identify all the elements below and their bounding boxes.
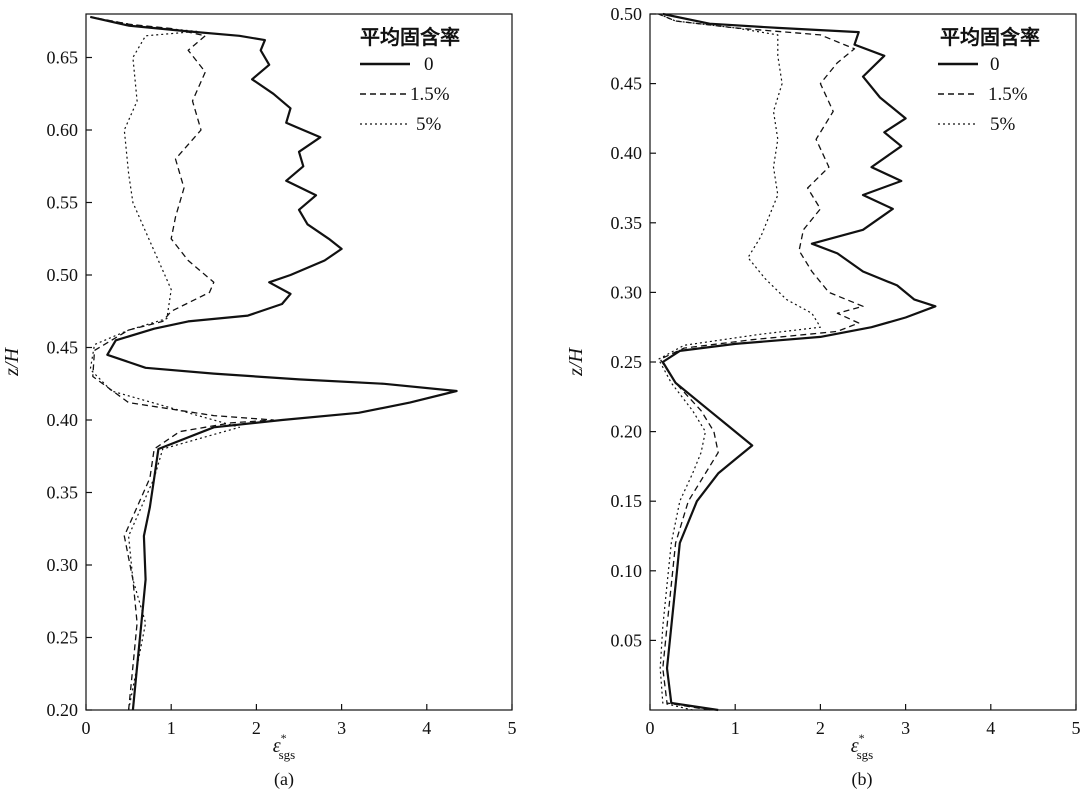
series-line-b-0 — [661, 12, 937, 712]
y-tick-label-b-4: 0.25 — [611, 352, 643, 372]
x-tick-label-a-4: 4 — [422, 718, 431, 738]
x-axis-title-a-main: ε — [273, 735, 281, 757]
series-line-b-2 — [657, 13, 821, 711]
x-tick-label-a-5: 5 — [508, 718, 517, 738]
ticks-a: 0 1 2 3 4 5 0.20 0.25 0.30 0.35 0.40 0.45 0.50 0.55 0.… — [47, 48, 517, 739]
x-tick-label-b-4: 4 — [986, 718, 995, 738]
panel-label-a: (a) — [274, 769, 294, 790]
x-axis-title-a-sub: sgs — [279, 747, 296, 762]
x-tick-label-b-1: 1 — [731, 718, 740, 738]
x-tick-label-a-2: 2 — [252, 718, 261, 738]
y-tick-label-b-7: 0.40 — [611, 143, 643, 163]
y-tick-label-b-9: 0.50 — [611, 4, 643, 24]
legend-label-b-0: 0 — [990, 54, 1000, 75]
x-axis-title-b-main: ε — [851, 735, 859, 757]
series-line-a-1 — [90, 16, 275, 711]
series-line-a-2 — [89, 16, 240, 711]
ticks-b: 0 1 2 3 4 5 0.05 0.10 0.15 0.20 0.25 0.30 0.35 0.40 0.… — [611, 4, 1080, 738]
y-tick-label-b-3: 0.20 — [611, 422, 643, 442]
legend-label-a-1: 1.5% — [410, 84, 450, 105]
legend-label-b-1: 1.5% — [988, 84, 1028, 105]
x-axis-title-b-sub: sgs — [857, 747, 874, 762]
legend-title-b: 平均固含率 — [940, 25, 1040, 49]
x-tick-label-a-3: 3 — [337, 718, 346, 738]
y-tick-label-b-0: 0.05 — [611, 630, 643, 650]
x-axis-title-b-sup: * — [859, 731, 865, 745]
x-axis-title-a: ε* sgs — [273, 731, 296, 762]
legend-label-a-2: 5% — [416, 114, 442, 135]
y-tick-label-a-1: 0.25 — [47, 628, 79, 648]
y-tick-label-a-9: 0.65 — [47, 48, 79, 68]
x-tick-label-a-0: 0 — [82, 718, 91, 738]
y-tick-label-a-6: 0.50 — [47, 265, 79, 285]
panel-a: 0 1 2 3 4 5 0.20 0.25 0.30 0.35 0.40 0.45 0.50 0.55 0.… — [1, 13, 517, 790]
panel-b: 0 1 2 3 4 5 0.05 0.10 0.15 0.20 0.25 0.30 0.35 0.40 0.… — [565, 4, 1080, 790]
legend-a: 平均固含率 0 1.5% 5% — [360, 25, 460, 135]
y-tick-label-a-0: 0.20 — [47, 700, 79, 720]
y-tick-label-a-8: 0.60 — [47, 120, 79, 140]
panel-label-b: (b) — [852, 769, 873, 790]
y-axis-title-a: z/H — [1, 347, 23, 377]
y-axis-title-b: z/H — [565, 347, 587, 377]
y-tick-label-a-2: 0.30 — [47, 555, 79, 575]
series-line-b-1 — [658, 13, 864, 711]
x-tick-label-b-5: 5 — [1072, 718, 1080, 738]
series-group-b — [657, 12, 937, 712]
plot-frame-a — [85, 13, 513, 711]
x-tick-label-a-1: 1 — [167, 718, 176, 738]
legend-label-b-2: 5% — [990, 114, 1016, 135]
legend-b: 平均固含率 0 1.5% 5% — [938, 25, 1040, 135]
y-tick-label-b-1: 0.10 — [611, 561, 643, 581]
x-tick-label-b-3: 3 — [901, 718, 910, 738]
legend-label-a-0: 0 — [424, 54, 434, 75]
y-tick-label-a-3: 0.35 — [47, 483, 79, 503]
series-group-a — [89, 15, 458, 711]
y-tick-label-b-8: 0.45 — [611, 74, 643, 94]
y-tick-label-b-6: 0.35 — [611, 213, 643, 233]
series-line-a-0 — [90, 15, 458, 711]
x-tick-label-b-2: 2 — [816, 718, 825, 738]
legend-title-a: 平均固含率 — [360, 25, 460, 49]
y-tick-label-b-5: 0.30 — [611, 282, 643, 302]
x-axis-title-a-sup: * — [281, 731, 287, 745]
y-tick-label-a-4: 0.40 — [47, 410, 79, 430]
y-tick-label-b-2: 0.15 — [611, 491, 643, 511]
x-axis-title-b: ε* sgs — [851, 731, 874, 762]
y-tick-label-a-5: 0.45 — [47, 338, 79, 358]
y-tick-label-a-7: 0.55 — [47, 193, 79, 213]
x-tick-label-b-0: 0 — [646, 718, 655, 738]
